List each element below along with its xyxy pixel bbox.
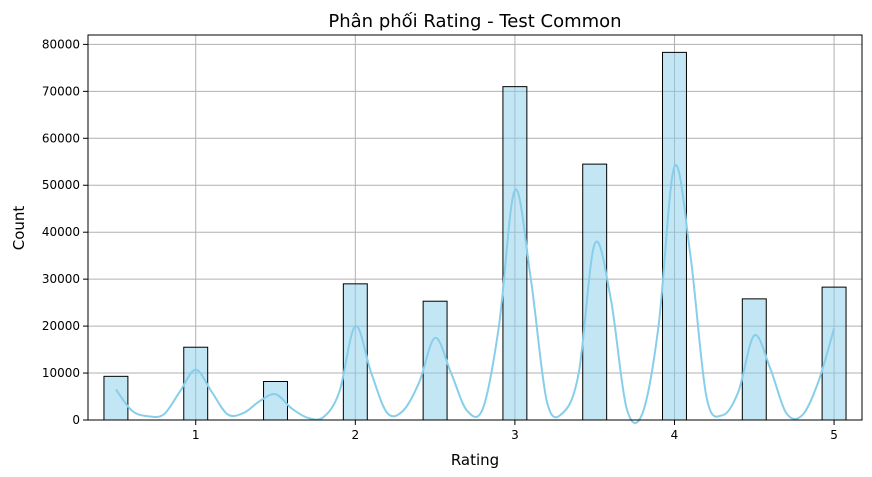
y-tick-label: 80000 bbox=[42, 37, 80, 51]
y-axis-ticks: 0 10000 20000 30000 40000 50000 60000 70000 8000… bbox=[42, 37, 88, 427]
histogram-bar bbox=[183, 346, 209, 421]
x-tick-label: 5 bbox=[830, 428, 838, 442]
y-tick-label: 10000 bbox=[42, 366, 80, 380]
histogram-bars bbox=[103, 51, 847, 421]
y-axis-title: Count bbox=[10, 206, 28, 251]
x-axis-ticks: 1 2 3 4 5 bbox=[192, 420, 838, 442]
y-tick-label: 30000 bbox=[42, 272, 80, 286]
y-tick-label: 60000 bbox=[42, 131, 80, 145]
y-tick-label: 70000 bbox=[42, 84, 80, 98]
plot-frame bbox=[87, 34, 863, 421]
y-tick-label: 50000 bbox=[42, 178, 80, 192]
histogram-bar bbox=[821, 286, 847, 421]
x-tick-label: 1 bbox=[192, 428, 200, 442]
kde-curve bbox=[115, 164, 836, 424]
chart-title: Phân phối Rating - Test Common bbox=[328, 11, 621, 32]
histogram-bar bbox=[582, 163, 608, 421]
x-tick-label: 3 bbox=[511, 428, 519, 442]
histogram-bar bbox=[103, 375, 129, 421]
x-tick-label: 2 bbox=[351, 428, 359, 442]
x-tick-label: 4 bbox=[671, 428, 679, 442]
y-tick-label: 0 bbox=[72, 413, 80, 427]
x-axis-title: Rating bbox=[451, 451, 499, 469]
y-tick-label: 40000 bbox=[42, 225, 80, 239]
y-tick-label: 20000 bbox=[42, 319, 80, 333]
